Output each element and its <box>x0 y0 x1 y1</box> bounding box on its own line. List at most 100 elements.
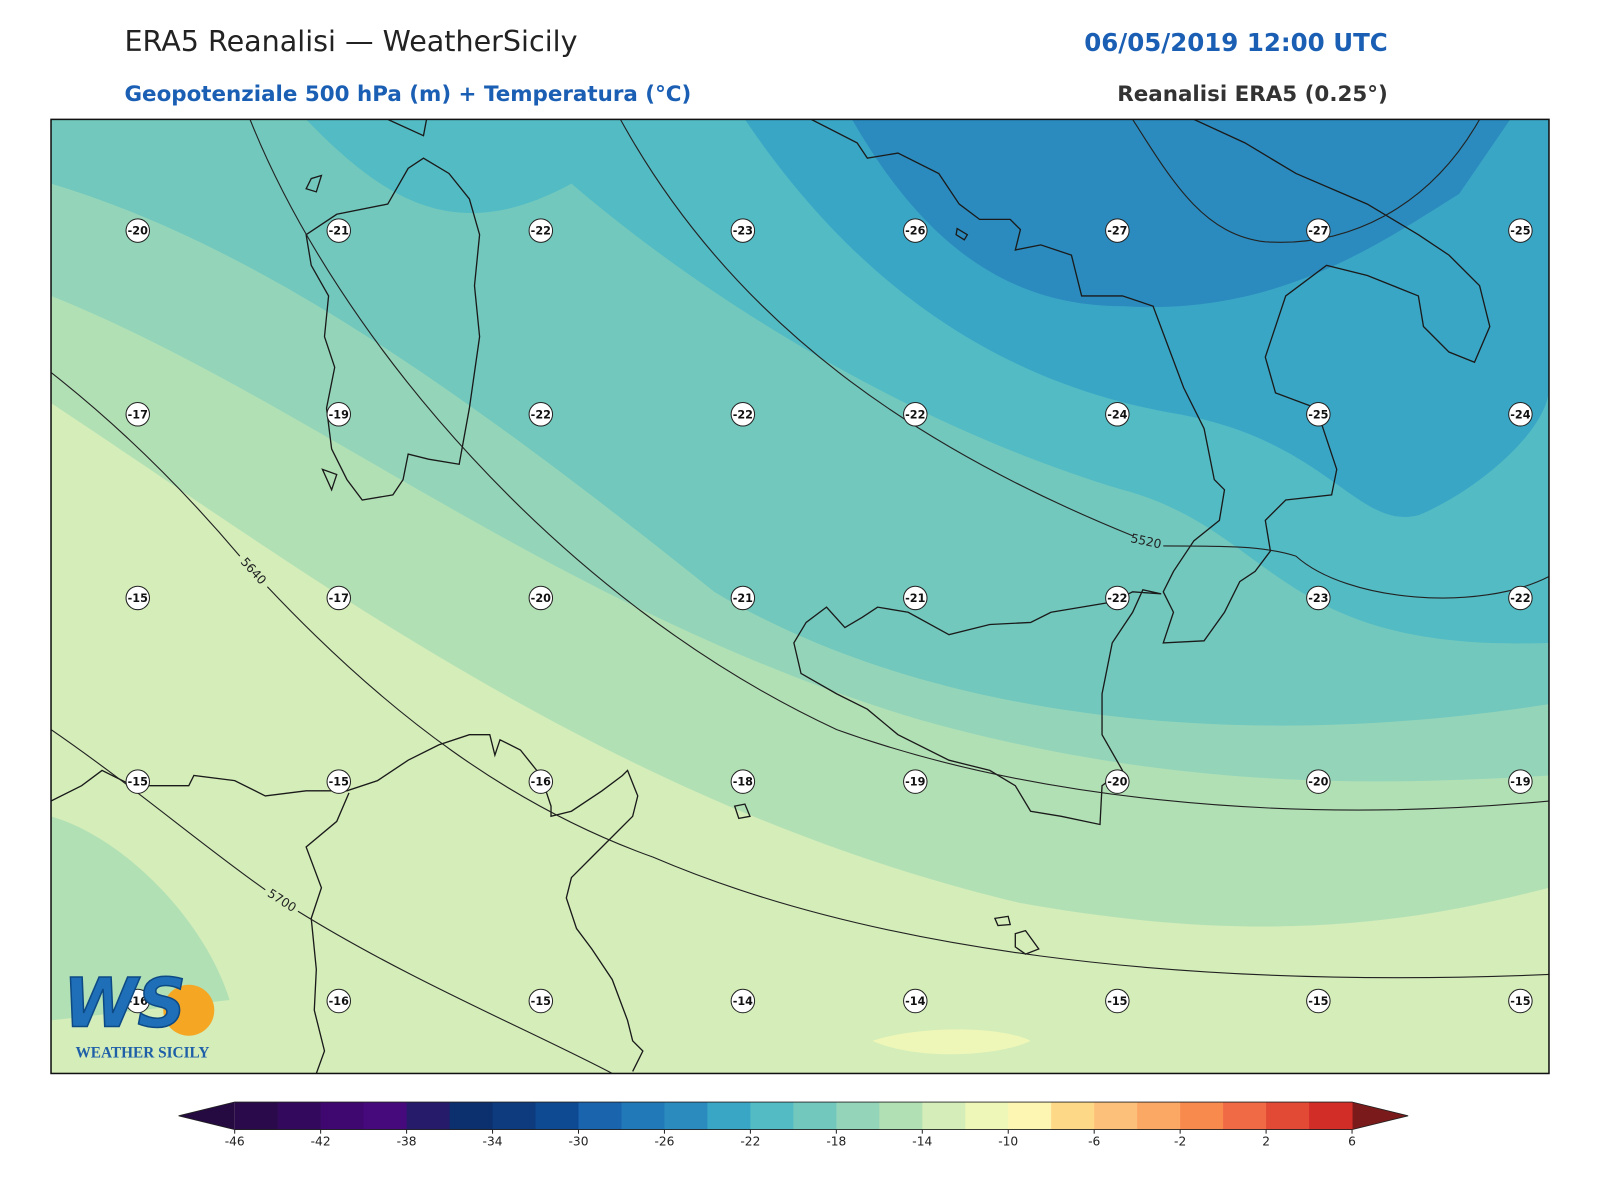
temperature-marker <box>326 585 352 611</box>
coastline <box>955 227 969 241</box>
colorbar-segment <box>1180 1102 1224 1130</box>
temperature-marker <box>528 769 554 794</box>
colorbar-tick-label: -22 <box>740 1134 760 1148</box>
temperature-marker <box>1105 988 1130 1014</box>
temperature-label: -24 <box>1510 408 1530 421</box>
temperature-marker <box>528 402 554 427</box>
temperature-label: -19 <box>329 408 349 421</box>
coastline <box>810 119 1491 644</box>
temperature-label: -15 <box>1308 995 1328 1008</box>
colorbar-segment <box>965 1102 1009 1130</box>
temperature-marker <box>730 769 756 794</box>
colorbar-segment <box>793 1102 837 1130</box>
colorbar-segment <box>1309 1102 1353 1130</box>
temperature-marker <box>125 988 150 1014</box>
coastline <box>305 174 338 492</box>
temperature-label: -17 <box>128 408 148 421</box>
isoline <box>619 119 1549 599</box>
isoline <box>1132 119 1481 243</box>
temperature-label: -21 <box>329 225 349 238</box>
temperature-marker <box>326 988 352 1014</box>
colorbar-segment <box>535 1102 580 1130</box>
colorbar-tick-label: -26 <box>654 1134 674 1148</box>
subtitle: Geopotenziale 500 hPa (m) + Temperatura … <box>124 82 691 107</box>
temperature-label: -22 <box>1510 592 1530 605</box>
logo-name: WEATHER SICILY <box>76 1045 210 1062</box>
colorbar-segment <box>1223 1102 1267 1130</box>
temperature-band <box>852 119 1511 308</box>
temperature-label: -26 <box>905 225 925 238</box>
logo-mark: WS <box>63 964 186 1043</box>
isoline <box>51 372 1549 979</box>
temperature-label: -20 <box>128 225 148 238</box>
temperature-label: -16 <box>329 995 349 1008</box>
temperature-label: -19 <box>905 776 925 789</box>
border <box>305 792 350 1074</box>
colorbar-extend <box>178 1102 235 1130</box>
temperature-label: -14 <box>905 995 925 1008</box>
logo-sun <box>163 984 215 1036</box>
colorbar-segment <box>1266 1102 1310 1130</box>
colorbar-segment <box>363 1102 408 1130</box>
map-area: 5520 5640 5700 -20 -21 -22 -23 -26 -27 -27 -25-… <box>51 119 1549 1074</box>
temperature-labels: -20 -21 -22 -23 -26 -27 -27 -25 -17 -19 -22 -22 -22 -… <box>125 218 1533 1014</box>
temperature-label: -15 <box>1107 995 1127 1008</box>
temperature-marker <box>1508 988 1533 1014</box>
isoline-label: 5520 <box>1129 531 1162 551</box>
temperature-marker <box>1306 402 1331 427</box>
colorbar-segment <box>578 1102 622 1130</box>
temperature-marker <box>730 402 756 427</box>
temperature-marker <box>528 585 554 611</box>
temperature-label: -18 <box>733 776 753 789</box>
colorbar-tick-label: 6 <box>1348 1134 1356 1148</box>
coastline <box>733 803 1040 955</box>
colorbar-segment <box>492 1102 537 1130</box>
logo: WS WEATHER SICILY <box>62 963 215 1062</box>
temperature-marker <box>1306 769 1331 794</box>
colorbar-tick-label: -38 <box>397 1134 417 1148</box>
title: ERA5 Reanalisi — WeatherSicily <box>124 24 577 58</box>
temperature-marker <box>125 769 150 794</box>
temperature-marker <box>1105 585 1130 611</box>
colorbar-tick-label: 2 <box>1262 1134 1270 1148</box>
temperature-marker <box>903 402 928 427</box>
temperature-marker <box>730 218 756 243</box>
colorbar-segment <box>320 1102 365 1130</box>
temperature-label: -21 <box>733 592 753 605</box>
temperature-label: -23 <box>1308 592 1328 605</box>
temperature-marker <box>1306 218 1331 243</box>
colorbar-segment <box>1094 1102 1138 1130</box>
temperature-marker <box>125 218 150 243</box>
temperature-marker <box>1508 402 1533 427</box>
coastline <box>387 119 428 137</box>
colorbar-tick-label: -18 <box>826 1134 846 1148</box>
temperature-marker <box>1508 218 1533 243</box>
temperature-marker <box>326 769 352 794</box>
colorbar-tick-label: -34 <box>483 1134 503 1148</box>
temperature-label: -21 <box>905 592 925 605</box>
colorbar-segment <box>1051 1102 1095 1130</box>
map-frame <box>50 118 1550 1075</box>
temperature-marker <box>1105 402 1130 427</box>
temperature-marker <box>1508 769 1533 794</box>
temperature-marker <box>903 988 928 1014</box>
colorbar-segment <box>750 1102 794 1130</box>
colorbar-tick-label: -30 <box>569 1134 589 1148</box>
temperature-marker <box>528 988 554 1014</box>
isoline <box>249 119 1549 811</box>
temperature-label: -20 <box>531 592 551 605</box>
temperature-label: -22 <box>905 408 925 421</box>
isoline <box>51 729 613 1074</box>
colorbar-segment <box>922 1102 966 1130</box>
temperature-marker <box>903 769 928 794</box>
temperature-marker <box>125 402 150 427</box>
temperature-marker <box>903 585 928 611</box>
temperature-label: -25 <box>1308 408 1328 421</box>
temperature-marker <box>1105 218 1130 243</box>
colorbar-tick-label: -2 <box>1174 1134 1186 1148</box>
temperature-marker <box>326 218 352 243</box>
datetime: 06/05/2019 12:00 UTC <box>1084 28 1388 57</box>
temperature-label: -27 <box>1107 225 1127 238</box>
temperature-label: -23 <box>733 225 753 238</box>
